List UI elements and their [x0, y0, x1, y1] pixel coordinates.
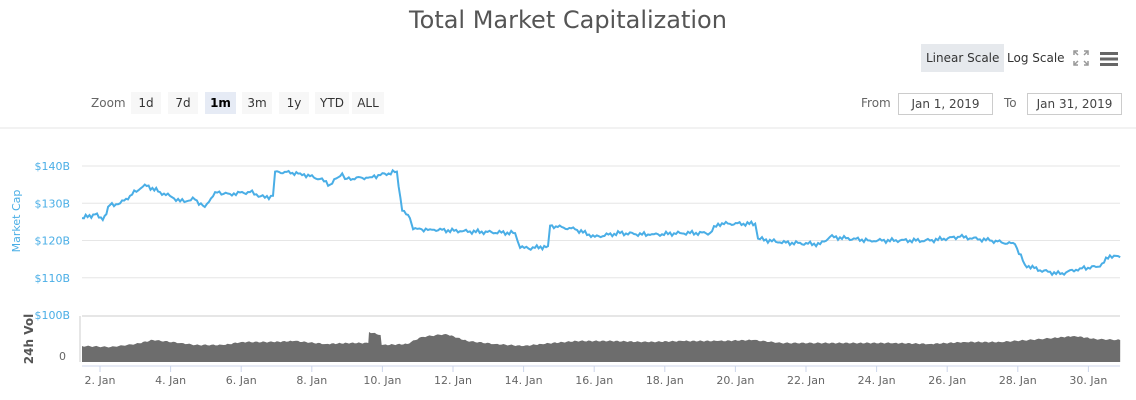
x-tick-label: 30. Jan [1069, 374, 1107, 387]
x-tick-label: 26. Jan [928, 374, 966, 387]
y-tick-label: $100B [34, 309, 70, 322]
x-tick-label: 22. Jan [787, 374, 825, 387]
y-axis-label: Market Cap [10, 190, 23, 253]
hamburger-menu-icon[interactable] [1100, 51, 1118, 66]
to-label: To [1004, 96, 1017, 110]
x-tick-label: 14. Jan [505, 374, 543, 387]
to-date-input[interactable] [1027, 93, 1122, 115]
y-tick-label: $140B [34, 160, 70, 173]
from-date-input[interactable] [898, 93, 993, 115]
x-tick-label: 6. Jan [226, 374, 257, 387]
zoom-button-1m[interactable]: 1m [205, 92, 236, 114]
linear-scale-button[interactable]: Linear Scale [921, 44, 1005, 72]
x-tick-label: 8. Jan [296, 374, 327, 387]
from-label: From [861, 96, 891, 110]
log-scale-button[interactable]: Log Scale [1007, 51, 1065, 65]
volume-area [81, 332, 1121, 362]
y-tick-label: $110B [34, 272, 70, 285]
chart-title: Total Market Capitalization [409, 6, 727, 34]
zoom-button-ytd[interactable]: YTD [315, 92, 349, 114]
x-tick-label: 12. Jan [434, 374, 472, 387]
zoom-button-7d[interactable]: 7d [168, 92, 198, 114]
x-tick-label: 24. Jan [858, 374, 896, 387]
zoom-button-1d[interactable]: 1d [131, 92, 161, 114]
market-cap-line [81, 168, 1121, 277]
x-tick-label: 20. Jan [716, 374, 754, 387]
volume-axis-label: 24h Vol [22, 314, 36, 364]
x-tick-label: 10. Jan [363, 374, 401, 387]
x-tick-label: 28. Jan [999, 374, 1037, 387]
x-tick-label: 18. Jan [646, 374, 684, 387]
zoom-button-3m[interactable]: 3m [242, 92, 272, 114]
expand-icon[interactable] [1073, 50, 1089, 66]
y-tick-label: $130B [34, 197, 70, 210]
y-tick-label: $120B [34, 235, 70, 248]
zoom-button-1y[interactable]: 1y [279, 92, 309, 114]
volume-y-tick: 0 [59, 350, 66, 363]
zoom-button-all[interactable]: ALL [352, 92, 384, 114]
x-tick-label: 16. Jan [575, 374, 613, 387]
x-tick-label: 2. Jan [85, 374, 116, 387]
zoom-label: Zoom [91, 96, 126, 110]
x-tick-label: 4. Jan [155, 374, 186, 387]
